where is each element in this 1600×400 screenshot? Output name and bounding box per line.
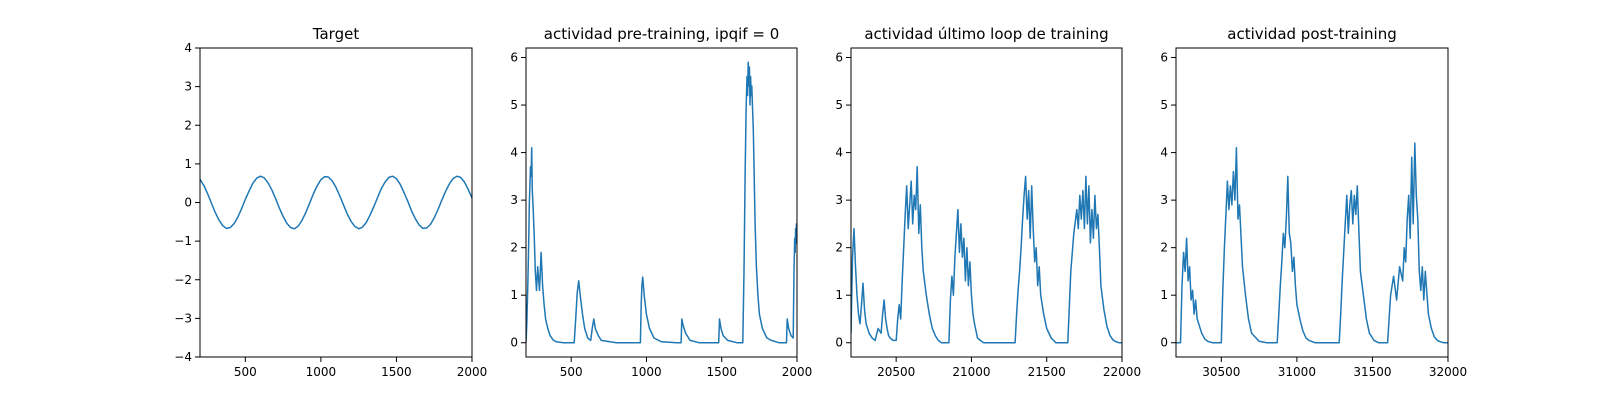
x-tick-label: 500 [560, 365, 583, 379]
y-tick-label: 6 [510, 51, 518, 65]
chart-panel-2: 500 1000 1500 2000 0 1 2 3 4 5 6 actividad pre-trai… [510, 25, 812, 379]
x-tick-label: 22000 [1103, 365, 1141, 379]
x-tick-label: 1000 [631, 365, 662, 379]
y-tick-label: 1 [510, 288, 518, 302]
series-line [851, 166, 1122, 344]
y-tick-label: 1 [835, 288, 843, 302]
plot-area-frame [525, 47, 798, 358]
x-tick-label: 500 [234, 365, 257, 379]
chart-title: Target [312, 25, 360, 43]
x-tick-label: 31500 [1353, 365, 1391, 379]
x-tick-label: 20500 [877, 365, 915, 379]
chart-panel-4: 30500 31000 31500 32000 0 1 2 3 4 5 6 actividad pos… [1160, 25, 1467, 379]
x-tick-label: 31000 [1278, 365, 1316, 379]
y-tick-label: 2 [510, 241, 518, 255]
x-tick-label: 32000 [1429, 365, 1467, 379]
plot-area-frame [199, 47, 473, 358]
y-tick-label: 3 [184, 80, 192, 94]
x-tick-label: 21500 [1028, 365, 1066, 379]
y-tick-label: 0 [835, 336, 843, 350]
chart-panel-1: 500 1000 1500 2000 −4 −3 −2 −1 0 1 2 3 4 Target [174, 25, 487, 379]
y-tick-label: 3 [835, 193, 843, 207]
y-tick-label: 4 [184, 41, 192, 55]
y-tick-label: 4 [1160, 146, 1168, 160]
series-line [200, 175, 472, 230]
y-tick-label: 0 [1160, 336, 1168, 350]
x-tick-label: 2000 [782, 365, 813, 379]
chart-title: actividad post-training [1227, 25, 1396, 43]
x-tick-label: 1000 [306, 365, 337, 379]
y-tick-label: 1 [1160, 288, 1168, 302]
y-tick-label: 2 [835, 241, 843, 255]
x-tick-label: 30500 [1202, 365, 1240, 379]
y-tick-label: −2 [174, 273, 192, 287]
plot-area-frame [850, 47, 1123, 358]
x-tick-label: 1500 [381, 365, 412, 379]
y-tick-label: −3 [174, 311, 192, 325]
chart-title: actividad último loop de training [864, 25, 1108, 43]
y-tick-label: 0 [510, 336, 518, 350]
y-tick-label: 5 [835, 98, 843, 112]
chart-panel-3: 20500 21000 21500 22000 0 1 2 3 4 5 6 actividad últ… [835, 25, 1141, 379]
x-tick-label: 21000 [952, 365, 990, 379]
chart-title: actividad pre-training, ipqif = 0 [544, 25, 780, 43]
x-tick-label: 1500 [706, 365, 737, 379]
series-line [526, 61, 797, 344]
plot-area-frame [1175, 47, 1449, 358]
y-tick-label: 4 [510, 146, 518, 160]
y-tick-label: 6 [835, 51, 843, 65]
y-tick-label: 2 [1160, 241, 1168, 255]
y-tick-label: 3 [510, 193, 518, 207]
y-tick-label: 6 [1160, 51, 1168, 65]
y-tick-label: 0 [184, 196, 192, 210]
y-tick-label: −4 [174, 350, 192, 364]
y-tick-label: 1 [184, 157, 192, 171]
y-tick-label: 2 [184, 118, 192, 132]
y-tick-label: 3 [1160, 193, 1168, 207]
y-tick-label: −1 [174, 234, 192, 248]
series-line [1176, 142, 1448, 344]
y-tick-label: 5 [1160, 98, 1168, 112]
y-tick-label: 5 [510, 98, 518, 112]
y-tick-label: 4 [835, 146, 843, 160]
x-tick-label: 2000 [457, 365, 488, 379]
